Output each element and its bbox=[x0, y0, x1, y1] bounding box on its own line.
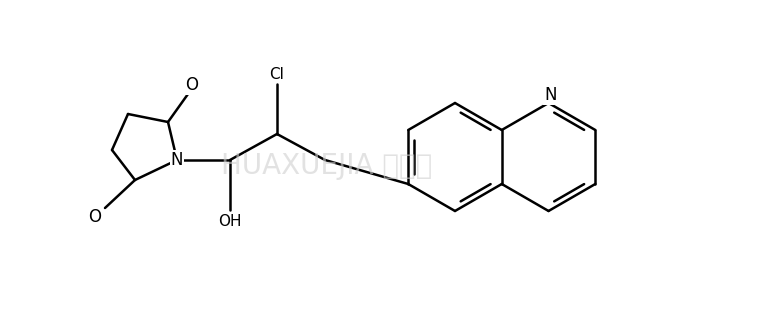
Text: HUAXUEJIA 化学加: HUAXUEJIA 化学加 bbox=[221, 152, 432, 180]
Text: O: O bbox=[88, 208, 102, 226]
Text: N: N bbox=[544, 86, 557, 104]
Text: O: O bbox=[185, 76, 198, 94]
Text: OH: OH bbox=[218, 214, 242, 229]
Text: N: N bbox=[171, 151, 183, 169]
Text: Cl: Cl bbox=[270, 66, 284, 81]
